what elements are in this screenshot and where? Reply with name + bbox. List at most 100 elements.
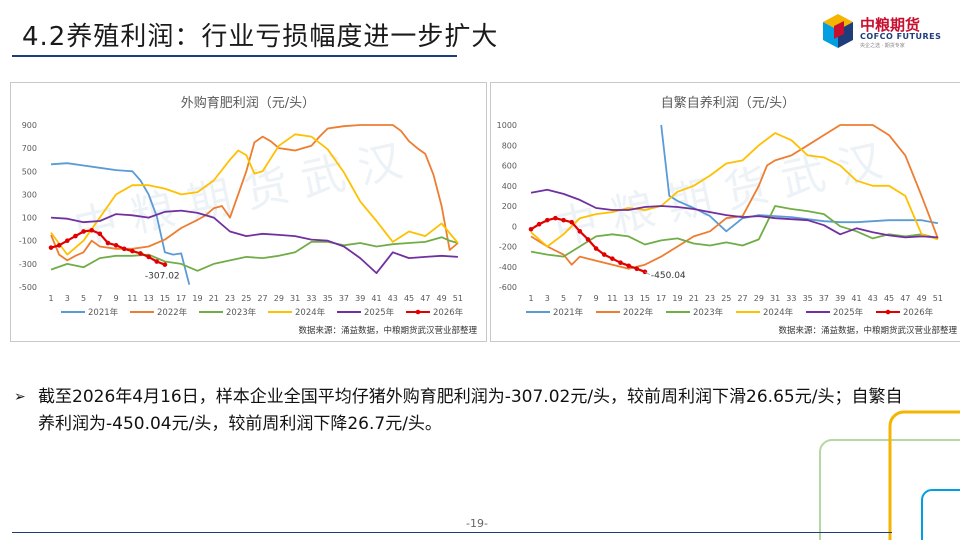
y-tick-label: 0 bbox=[512, 222, 517, 231]
logo-cn-text: 中粮期货 bbox=[860, 16, 921, 34]
x-tick-label: 21 bbox=[689, 294, 699, 303]
legend-label-2025: 2025年 bbox=[364, 307, 395, 318]
y-tick-label: -400 bbox=[499, 263, 517, 272]
x-tick-label: 17 bbox=[176, 294, 186, 303]
company-logo: 中粮期货 COFCO FUTURES 央企之选 · 期货专家 bbox=[820, 12, 945, 52]
x-tick-label: 27 bbox=[737, 294, 747, 303]
y-tick-label: 200 bbox=[502, 202, 517, 211]
x-tick-label: 33 bbox=[786, 294, 796, 303]
series-point-2026 bbox=[97, 231, 103, 237]
x-tick-label: 25 bbox=[721, 294, 731, 303]
y-tick-label: 500 bbox=[22, 167, 37, 176]
x-tick-label: 51 bbox=[453, 294, 463, 303]
chart-panel-self-breeding-profit: 自繁自养利润（元/头） -600 -400 -200 0 200 400 600 800 1000… bbox=[490, 82, 960, 342]
series-line-2024 bbox=[50, 133, 459, 256]
x-tick-label: 29 bbox=[274, 294, 284, 303]
series-line-2023 bbox=[530, 205, 939, 258]
series-point-2026 bbox=[105, 240, 111, 246]
x-tick-label: 9 bbox=[114, 294, 119, 303]
footer-rule bbox=[12, 532, 892, 533]
series-point-2026 bbox=[536, 221, 542, 227]
x-tick-label: 49 bbox=[916, 294, 926, 303]
series-point-2026 bbox=[634, 266, 640, 272]
data-source-note: 数据来源：涌益数据，中粮期货武汉营业部整理 bbox=[778, 325, 957, 336]
series-point-2026 bbox=[642, 269, 648, 275]
y-tick-label: -200 bbox=[499, 243, 517, 252]
chart-self-breeding-profit: 自繁自养利润（元/头） -600 -400 -200 0 200 400 600 800 1000… bbox=[497, 95, 958, 336]
series-line-2021 bbox=[660, 124, 939, 233]
legend-label-2026: 2026年 bbox=[433, 307, 464, 318]
x-tick-label: 7 bbox=[577, 294, 582, 303]
x-tick-label: 5 bbox=[81, 294, 86, 303]
x-tick-label: 39 bbox=[835, 294, 845, 303]
series-point-2026 bbox=[569, 219, 574, 225]
series-point-2026 bbox=[544, 217, 550, 223]
legend-label-2022: 2022年 bbox=[157, 307, 188, 318]
x-tick-label: 35 bbox=[323, 294, 333, 303]
y-tick-label: 100 bbox=[22, 214, 37, 223]
page-title: 4.2养殖利润：行业亏损幅度进一步扩大 bbox=[22, 22, 499, 52]
x-tick-label: 49 bbox=[436, 294, 446, 303]
annotation-leader bbox=[644, 271, 651, 276]
legend-label-2021: 2021年 bbox=[553, 307, 584, 318]
series-point-2026 bbox=[601, 252, 607, 257]
x-tick-label: 23 bbox=[225, 294, 235, 303]
series-point-2026 bbox=[626, 263, 631, 269]
y-tick-label: -500 bbox=[19, 283, 37, 292]
x-tick-label: 13 bbox=[144, 294, 154, 303]
y-tick-label: 600 bbox=[502, 162, 517, 171]
x-tick-label: 1 bbox=[528, 294, 533, 303]
series-point-2026 bbox=[610, 256, 615, 261]
series-line-2025 bbox=[530, 188, 938, 239]
x-tick-label: 15 bbox=[640, 294, 650, 303]
corner-decoration bbox=[819, 410, 960, 540]
annotation-label: -307.02 bbox=[145, 272, 180, 282]
series-point-2026 bbox=[146, 254, 151, 260]
legend-label-2024: 2024年 bbox=[763, 307, 794, 318]
y-tick-label: -100 bbox=[19, 237, 37, 246]
cofco-logo-icon bbox=[823, 14, 853, 48]
legend-label-2025: 2025年 bbox=[833, 307, 864, 318]
legend-label-2022: 2022年 bbox=[623, 307, 654, 318]
chart-title: 外购育肥利润（元/头） bbox=[181, 95, 315, 111]
series-point-2026 bbox=[56, 243, 62, 248]
series-point-2026 bbox=[162, 262, 168, 267]
x-tick-label: 37 bbox=[339, 294, 349, 303]
x-tick-label: 47 bbox=[420, 294, 430, 303]
x-tick-label: 45 bbox=[884, 294, 894, 303]
x-tick-label: 11 bbox=[607, 294, 617, 303]
x-tick-label: 35 bbox=[803, 294, 813, 303]
x-tick-label: 43 bbox=[388, 294, 398, 303]
series-point-2026 bbox=[64, 238, 70, 244]
x-tick-label: 47 bbox=[900, 294, 910, 303]
series-line-2025 bbox=[50, 209, 458, 275]
legend-label-2021: 2021年 bbox=[88, 307, 119, 318]
x-tick-label: 7 bbox=[97, 294, 102, 303]
x-tick-label: 19 bbox=[672, 294, 682, 303]
legend-marker-2026 bbox=[885, 309, 891, 315]
x-tick-label: 27 bbox=[257, 294, 267, 303]
x-tick-label: 31 bbox=[770, 294, 780, 303]
series-line-2024 bbox=[530, 132, 939, 248]
y-tick-label: 800 bbox=[502, 141, 517, 150]
series-point-2026 bbox=[154, 259, 160, 264]
y-tick-label: -600 bbox=[499, 283, 517, 292]
legend-marker-2026 bbox=[415, 309, 421, 315]
legend-label-2026: 2026年 bbox=[903, 307, 934, 318]
x-tick-label: 3 bbox=[545, 294, 550, 303]
series-point-2026 bbox=[593, 246, 599, 251]
series-point-2026 bbox=[121, 246, 127, 252]
annotation-label: -450.04 bbox=[651, 271, 686, 281]
x-tick-label: 15 bbox=[160, 294, 170, 303]
legend-label-2023: 2023年 bbox=[693, 307, 724, 318]
x-tick-label: 19 bbox=[192, 294, 202, 303]
series-point-2026 bbox=[577, 229, 583, 234]
arrow-bullet-icon: ➢ bbox=[14, 389, 26, 405]
y-tick-label: 1000 bbox=[497, 121, 517, 130]
x-tick-label: 43 bbox=[868, 294, 878, 303]
x-tick-label: 21 bbox=[209, 294, 219, 303]
x-tick-label: 1 bbox=[48, 294, 53, 303]
logo-slogan: 央企之选 · 期货专家 bbox=[860, 43, 905, 49]
series-line-2023 bbox=[50, 236, 459, 272]
